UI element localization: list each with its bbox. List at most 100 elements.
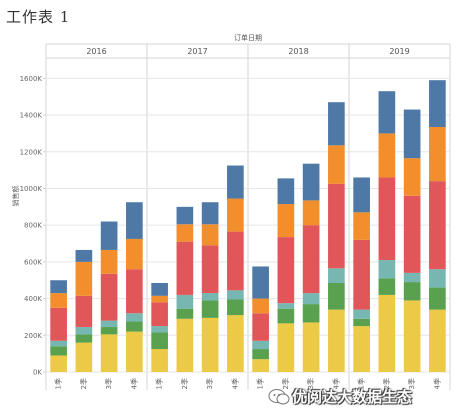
bar-segment <box>277 308 295 324</box>
bar-segment <box>302 304 320 323</box>
bar-segment <box>353 212 370 240</box>
bar-segment <box>378 91 396 134</box>
bar-segment <box>328 282 345 310</box>
bar-segment <box>403 195 421 273</box>
x-tick-label: 3季 <box>104 378 113 389</box>
bar-segment <box>252 349 269 360</box>
bar-segment <box>176 294 194 309</box>
bar-segment <box>100 249 118 274</box>
bar-segment <box>100 273 118 321</box>
bar-segment <box>75 295 93 328</box>
bar-segment <box>100 334 118 372</box>
y-tick-label: 1600K <box>20 75 43 83</box>
watermark-logo-icon <box>268 389 290 405</box>
bar-segment <box>378 133 396 178</box>
bar-segment <box>302 322 320 372</box>
bar-segment <box>252 266 269 299</box>
x-tick-label: 4季 <box>331 378 340 389</box>
bar-segment <box>176 318 194 372</box>
bar-segment <box>227 290 244 300</box>
bar-segment <box>126 238 143 270</box>
y-tick-label: 800K <box>24 222 42 230</box>
bar-segment <box>75 261 93 296</box>
bar-segment <box>252 298 269 314</box>
bar-segment <box>429 126 446 182</box>
bar-segment <box>50 346 67 356</box>
bar-segment <box>201 224 219 246</box>
bar-segment <box>151 282 168 296</box>
bar-segment <box>201 300 219 318</box>
bar-segment <box>429 80 446 127</box>
bar-segment <box>227 299 244 316</box>
y-tick-label: 1200K <box>20 148 43 156</box>
bar-segment <box>126 313 143 322</box>
bar-segment <box>201 293 219 301</box>
bar-segment <box>328 183 345 269</box>
bar-segment <box>201 317 219 372</box>
sheet-title: 工作表 1 <box>6 8 71 26</box>
bar-segment <box>227 165 244 199</box>
y-tick-label: 1400K <box>20 112 43 120</box>
bar-segment <box>151 295 168 303</box>
bar-segment <box>403 282 421 301</box>
bar-segment <box>176 206 194 225</box>
x-tick-label: 3季 <box>407 378 416 389</box>
bar-segment <box>277 237 295 304</box>
bar-segment <box>227 198 244 232</box>
bar-segment <box>126 321 143 332</box>
bar-segment <box>378 278 396 295</box>
bar-segment <box>429 269 446 288</box>
y-tick-label: 400K <box>24 295 42 303</box>
bar-segment <box>429 309 446 372</box>
bar-segment <box>252 359 269 372</box>
x-tick-label: 2季 <box>79 378 88 389</box>
bar-segment <box>277 303 295 309</box>
x-tick-label: 1季 <box>155 378 164 389</box>
bar-segment <box>353 309 370 319</box>
bar-segment <box>302 163 320 201</box>
bar-segment <box>252 313 269 341</box>
x-tick-label: 3季 <box>205 378 214 389</box>
year-header-label: 2016 <box>86 47 106 56</box>
x-tick-label: 3季 <box>306 378 315 389</box>
y-axis-title: 销售额 <box>11 186 20 207</box>
x-tick-label: 2季 <box>180 378 189 389</box>
x-tick-label: 4季 <box>230 378 239 389</box>
bar-segment <box>201 202 219 225</box>
bar-segment <box>277 178 295 205</box>
bar-segment <box>227 315 244 372</box>
bar-segment <box>126 331 143 372</box>
x-tick-label: 2季 <box>281 378 290 389</box>
watermark-text: 优阅达大数据生态 <box>292 388 413 406</box>
bar-segment <box>429 181 446 270</box>
bar-segment <box>176 224 194 242</box>
bar-segment <box>126 269 143 314</box>
bar-segment <box>378 260 396 279</box>
bar-segment <box>75 342 93 372</box>
x-tick-label: 2季 <box>382 378 391 389</box>
bar-segment <box>302 200 320 226</box>
column-header-title: 订单日期 <box>234 33 262 42</box>
y-tick-label: 1000K <box>20 185 43 193</box>
bar-segment <box>201 245 219 294</box>
bar-segment <box>328 102 345 146</box>
bar-segment <box>302 293 320 305</box>
bar-segment <box>50 280 67 294</box>
bar-segment <box>75 249 93 262</box>
x-tick-label: 4季 <box>432 378 441 389</box>
bar-segment <box>50 340 67 347</box>
year-header-label: 2019 <box>389 47 409 56</box>
bar-segment <box>353 318 370 327</box>
bar-segment <box>328 309 345 372</box>
bar-segment <box>429 287 446 310</box>
bar-segment <box>126 202 143 239</box>
bar-segment <box>176 308 194 319</box>
x-tick-label: 4季 <box>129 378 138 389</box>
bar-segment <box>378 177 396 261</box>
bar-segment <box>403 109 421 159</box>
bar-segment <box>277 204 295 238</box>
bar-segment <box>50 355 67 372</box>
bar-segment <box>75 327 93 335</box>
bar-segment <box>151 349 168 372</box>
